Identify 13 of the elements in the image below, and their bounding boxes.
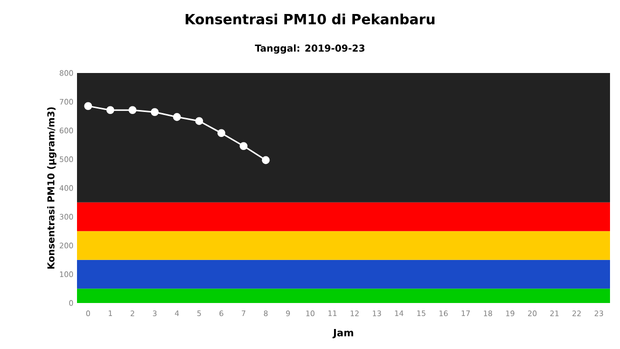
- point: [84, 102, 92, 110]
- point: [106, 106, 114, 114]
- chart-title: Konsentrasi PM10 di Pekanbaru: [186, 14, 434, 24]
- x-axis-title: Jam: [332, 329, 354, 338]
- point: [150, 108, 159, 116]
- point: [128, 106, 136, 114]
- point: [240, 142, 248, 150]
- point: [195, 117, 204, 125]
- y-axis-title: Konsentrasi PM10 (µgram/m3): [47, 107, 56, 269]
- point: [172, 113, 181, 121]
- point: [262, 156, 270, 164]
- point: [217, 129, 226, 138]
- chart-subtitle: Tanggal: 2019-09-23: [254, 44, 364, 54]
